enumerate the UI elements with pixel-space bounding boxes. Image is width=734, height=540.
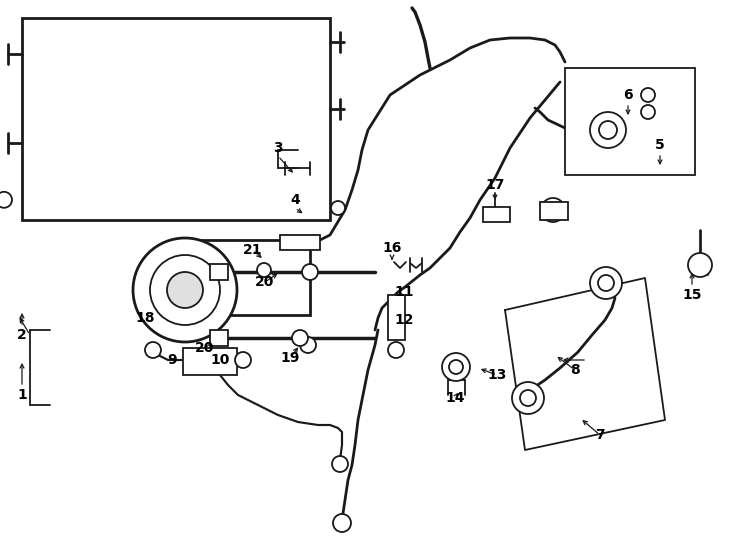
Text: 20: 20 <box>195 341 214 355</box>
Text: 12: 12 <box>394 313 414 327</box>
Bar <box>540 202 568 220</box>
Circle shape <box>449 360 463 374</box>
Text: 3: 3 <box>273 141 283 155</box>
Circle shape <box>388 342 404 358</box>
Text: 1: 1 <box>17 388 27 402</box>
Bar <box>183 348 237 375</box>
Circle shape <box>292 330 308 346</box>
Bar <box>280 235 320 250</box>
Text: 5: 5 <box>655 138 665 152</box>
Text: 9: 9 <box>167 353 177 367</box>
Text: 15: 15 <box>682 288 702 302</box>
Circle shape <box>0 192 12 208</box>
Circle shape <box>257 263 271 277</box>
Text: 10: 10 <box>211 353 230 367</box>
Circle shape <box>332 456 348 472</box>
Circle shape <box>133 238 237 342</box>
Text: 13: 13 <box>487 368 506 382</box>
Text: 8: 8 <box>570 363 580 377</box>
Bar <box>388 295 405 340</box>
Circle shape <box>599 121 617 139</box>
Text: 18: 18 <box>135 311 155 325</box>
Text: 21: 21 <box>243 243 263 257</box>
Circle shape <box>598 275 614 291</box>
Bar <box>210 330 228 346</box>
Circle shape <box>442 353 470 381</box>
Circle shape <box>145 342 161 358</box>
Bar <box>565 68 695 175</box>
Text: 2: 2 <box>17 328 27 342</box>
Text: 7: 7 <box>595 428 605 442</box>
Circle shape <box>235 352 251 368</box>
Circle shape <box>590 267 622 299</box>
Text: 17: 17 <box>485 178 505 192</box>
Bar <box>22 18 330 220</box>
Circle shape <box>167 272 203 308</box>
Circle shape <box>641 105 655 119</box>
Circle shape <box>150 255 220 325</box>
Bar <box>210 264 228 280</box>
Circle shape <box>333 514 351 532</box>
Bar <box>175 240 310 315</box>
Text: 14: 14 <box>446 391 465 405</box>
Text: 4: 4 <box>290 193 300 207</box>
Text: 20: 20 <box>255 275 275 289</box>
Bar <box>483 207 510 222</box>
Text: 6: 6 <box>623 88 633 102</box>
Circle shape <box>541 198 565 222</box>
Text: 16: 16 <box>382 241 401 255</box>
Circle shape <box>300 337 316 353</box>
Circle shape <box>590 112 626 148</box>
Circle shape <box>688 253 712 277</box>
Circle shape <box>331 201 345 215</box>
Text: 11: 11 <box>394 285 414 299</box>
Text: 19: 19 <box>280 351 299 365</box>
Circle shape <box>302 264 318 280</box>
Circle shape <box>512 382 544 414</box>
Circle shape <box>641 88 655 102</box>
Circle shape <box>520 390 536 406</box>
